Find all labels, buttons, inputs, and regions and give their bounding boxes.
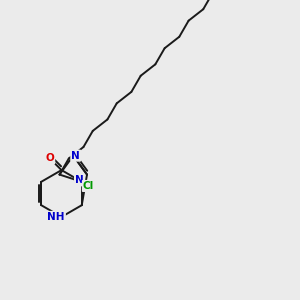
Text: O: O	[46, 153, 54, 164]
Text: N: N	[75, 175, 84, 185]
Text: N: N	[71, 151, 80, 160]
Text: NH: NH	[47, 212, 65, 222]
Text: Cl: Cl	[83, 181, 94, 191]
